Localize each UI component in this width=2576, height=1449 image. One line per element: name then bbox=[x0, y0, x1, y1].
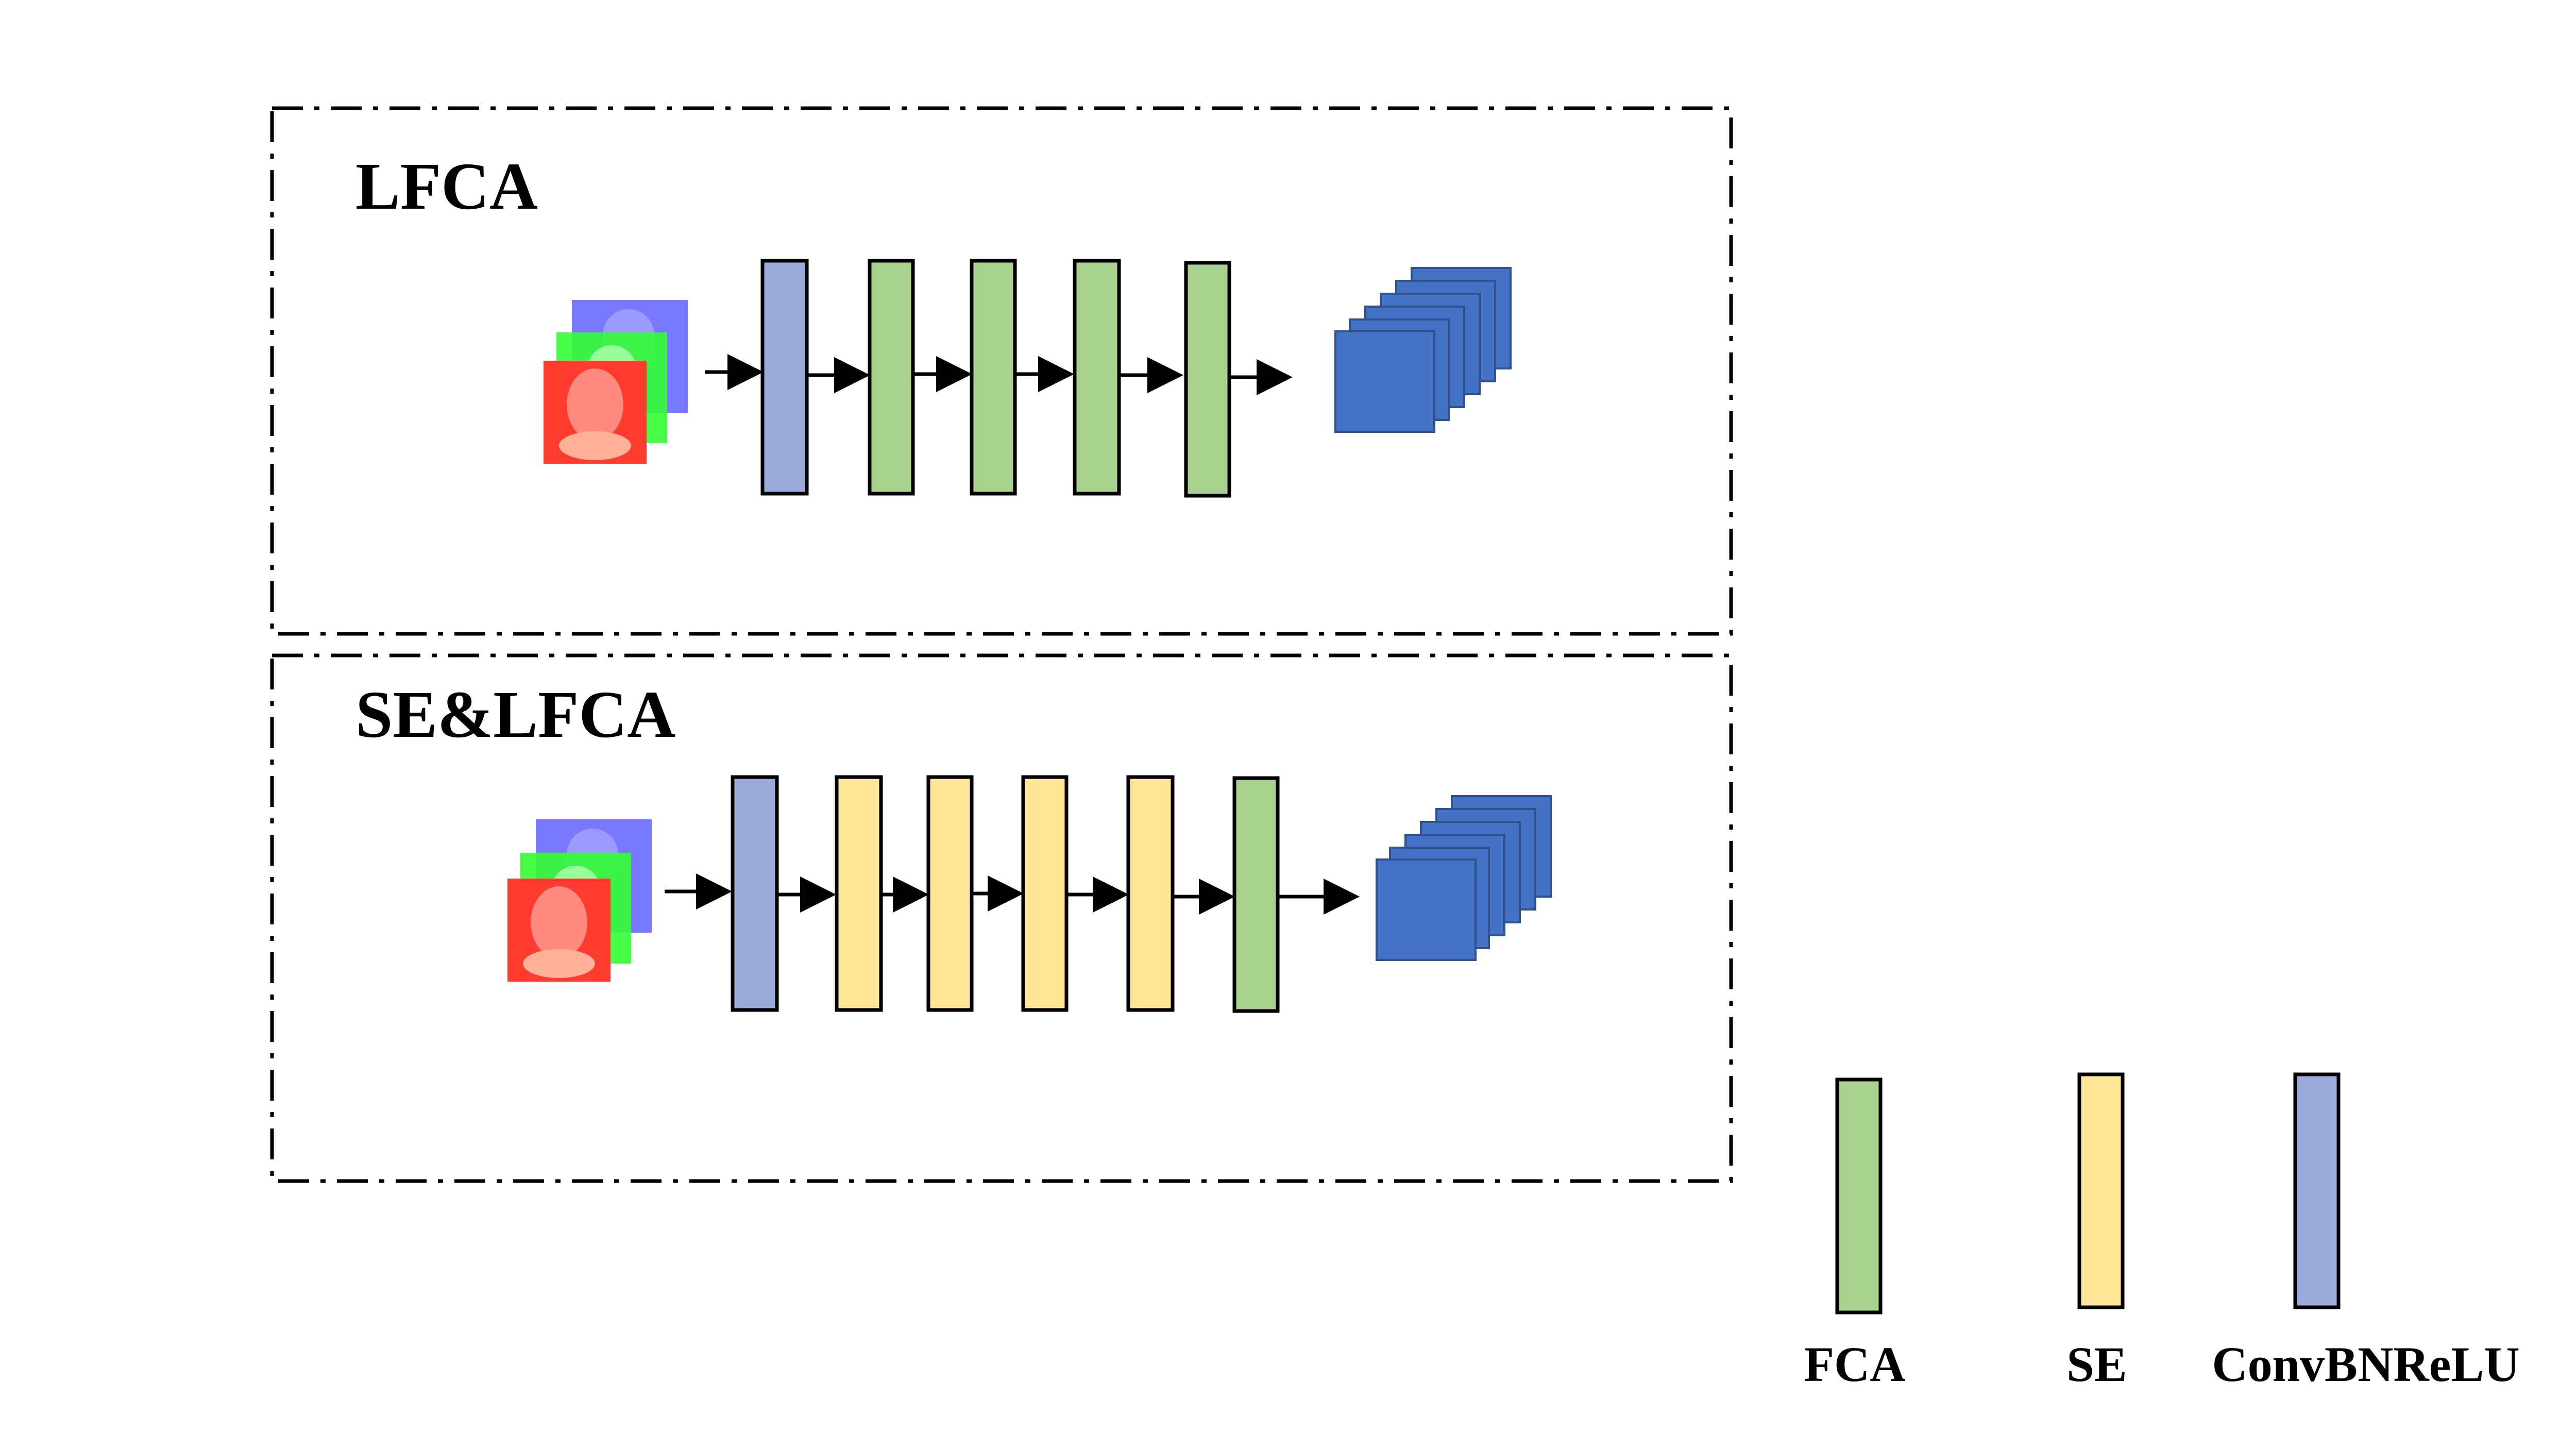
input-channel-red-face bbox=[531, 886, 587, 958]
block-se bbox=[835, 775, 883, 1012]
input-channel-red-hands bbox=[523, 949, 595, 978]
block-convbnrelu bbox=[731, 775, 779, 1012]
feature-map bbox=[1334, 330, 1435, 433]
panel-lfca-border bbox=[270, 106, 1733, 636]
input-channel-red-face bbox=[567, 368, 623, 441]
block-fca bbox=[868, 259, 915, 496]
panel-lfca-title: LFCA bbox=[355, 149, 538, 224]
block-se bbox=[1126, 775, 1175, 1012]
input-image-stack bbox=[507, 819, 652, 982]
panel-lfca: LFCA bbox=[270, 106, 1733, 636]
legend-item-convbnrelu: ConvBNReLU bbox=[2212, 1072, 2520, 1392]
block-se bbox=[1021, 775, 1069, 1012]
legend-item-se: SE bbox=[2066, 1072, 2127, 1392]
panel-se-lfca-title: SE&LFCA bbox=[355, 678, 675, 752]
legend-item-fca: FCA bbox=[1804, 1077, 1906, 1392]
output-feature-maps bbox=[1334, 267, 1512, 433]
block-fca bbox=[1073, 259, 1121, 496]
feature-map bbox=[1376, 858, 1477, 961]
block-fca bbox=[970, 259, 1017, 496]
input-image-stack bbox=[544, 300, 688, 464]
legend-label-se: SE bbox=[2066, 1337, 2127, 1392]
block-se bbox=[926, 775, 974, 1012]
block-fca bbox=[1184, 261, 1231, 498]
legend-swatch-fca bbox=[1835, 1077, 1883, 1315]
panel-se-lfca-border bbox=[270, 653, 1733, 1183]
legend-label-convbnrelu: ConvBNReLU bbox=[2212, 1337, 2519, 1392]
legend-label-fca: FCA bbox=[1804, 1337, 1905, 1392]
input-channel-red-hands bbox=[559, 431, 631, 460]
legend-swatch-convbnrelu bbox=[2293, 1072, 2341, 1309]
panel-se-lfca: SE&LFCA bbox=[270, 653, 1733, 1183]
output-feature-maps bbox=[1376, 795, 1552, 961]
block-convbnrelu bbox=[760, 259, 809, 496]
legend: FCA SE ConvBNReLU bbox=[1804, 1072, 2520, 1392]
legend-swatch-se bbox=[2077, 1072, 2125, 1309]
block-fca bbox=[1232, 776, 1280, 1013]
